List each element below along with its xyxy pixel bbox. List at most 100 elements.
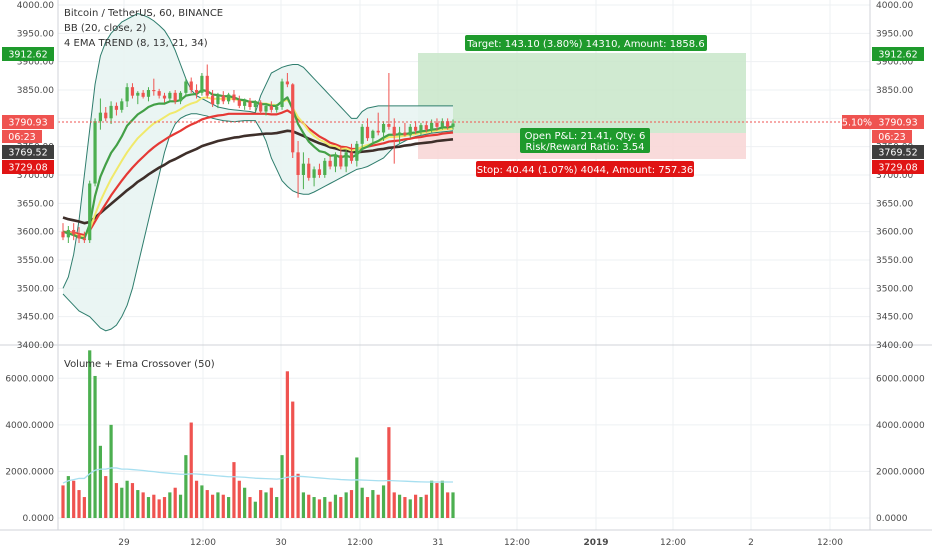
time-tick-label: 12:00	[660, 538, 686, 548]
volume-bar	[178, 494, 183, 518]
time-tick-label: 12:00	[817, 538, 843, 548]
volume-bar	[221, 494, 225, 518]
volume-bar	[275, 497, 279, 518]
candle-body	[296, 152, 300, 175]
last-price-tag-right	[872, 115, 924, 129]
last-price-right: 3790.93	[878, 118, 917, 129]
price-tick-label-left: 3400.00	[17, 341, 54, 351]
time-axis[interactable]: 29 12:00 30 12:00 31 12:00 2019 12:00 2 12:00	[118, 538, 843, 548]
candlesticks	[61, 64, 455, 243]
candle-body	[104, 112, 108, 119]
volume-bar	[210, 494, 215, 518]
candle-body	[173, 92, 177, 102]
price-tick-label-left: 3900.00	[17, 58, 54, 68]
symbol-legend[interactable]: Bitcoin / TetherUS, 60, BINANCE	[64, 8, 223, 19]
price-tick-label-left: 3650.00	[17, 199, 54, 209]
volume-bar	[205, 490, 209, 518]
stop-label-box[interactable]	[476, 161, 694, 177]
bb-legend[interactable]: BB (20, close, 2)	[64, 23, 146, 34]
volume-bar	[360, 487, 364, 518]
countdown-tag-left	[2, 130, 42, 143]
grid-lines	[58, 0, 870, 530]
ema-legend[interactable]: 4 EMA TREND (8, 13, 21, 34)	[64, 38, 208, 49]
volume-bar	[408, 499, 412, 518]
target-label-box[interactable]	[465, 35, 707, 51]
price-tick-label-left: 3600.00	[17, 228, 54, 238]
countdown-right: 06:23	[878, 132, 905, 143]
volume-bar	[291, 401, 295, 518]
candle-body	[162, 95, 167, 99]
candle-body	[243, 101, 247, 106]
candle-body	[414, 126, 418, 131]
volume-legend[interactable]: Volume + Ema Crossover (50)	[64, 359, 215, 370]
volume-bar	[120, 487, 124, 518]
price-tick-label-right: 3700.00	[876, 171, 913, 181]
last-price-left: 3790.93	[8, 118, 47, 129]
candle-body	[376, 130, 380, 133]
price-tick-label-left: 3850.00	[17, 86, 54, 96]
bb-lower-line	[62, 113, 454, 332]
time-tick-label: 12:00	[504, 538, 530, 548]
candle-body	[216, 95, 220, 105]
candle-body	[248, 101, 252, 107]
candle-body	[72, 229, 76, 235]
candle-body	[141, 92, 145, 97]
price-tick-label-right: 3650.00	[876, 199, 913, 209]
volume-bar	[194, 480, 199, 518]
pct-change: 5.10%	[842, 118, 872, 129]
volume-bar	[184, 455, 188, 518]
volume-bar	[152, 494, 156, 518]
volume-bar	[355, 457, 359, 518]
price-tick-label-left: 3550.00	[17, 256, 54, 266]
stop-price-left: 3729.08	[8, 163, 47, 174]
candle-body	[301, 163, 306, 175]
ema34-line	[62, 129, 454, 225]
last-price-tag-left	[2, 115, 54, 129]
candle-body	[130, 87, 135, 96]
volume-bar	[280, 455, 284, 518]
candle-body	[430, 122, 434, 130]
candle-body	[280, 81, 284, 107]
candle-body	[381, 124, 386, 133]
candle-body	[371, 130, 375, 139]
price-tick-label-right: 3400.00	[876, 341, 913, 351]
volume-axis-right: 6000.0000 4000.0000 2000.0000 0.0000	[876, 374, 925, 524]
volume-bar	[397, 494, 402, 518]
candle-body	[392, 126, 396, 136]
target-zone[interactable]	[418, 53, 746, 133]
ema21-line	[62, 109, 454, 237]
volume-bar	[227, 497, 231, 518]
pnl-label-box[interactable]	[520, 128, 650, 153]
candle-body	[408, 126, 412, 136]
volume-bar	[200, 485, 204, 518]
price-tick-label-right: 3950.00	[876, 29, 913, 39]
time-tick-label: 12:00	[190, 538, 216, 548]
volume-bar	[93, 375, 97, 518]
candle-body	[339, 155, 343, 167]
candle-body	[237, 100, 241, 106]
target-label: Target: 143.10 (3.80%) 14310, Amount: 18…	[466, 39, 704, 50]
volume-bar	[339, 497, 343, 518]
candle-body	[82, 238, 86, 241]
price-tick-label-right: 4000.00	[876, 1, 913, 11]
volume-bar	[387, 427, 391, 518]
ema-trend-lines	[62, 88, 454, 240]
candle-body	[333, 155, 338, 167]
volume-bar	[88, 350, 92, 518]
price-tick-label-right: 3450.00	[876, 313, 913, 323]
candle-body	[307, 163, 311, 178]
volume-bar	[419, 497, 423, 518]
entry-price-right: 3769.52	[878, 148, 917, 159]
candle-body	[146, 90, 151, 97]
candle-body	[344, 152, 348, 167]
candle-body	[227, 94, 231, 102]
volume-bar	[451, 492, 455, 518]
time-tick-label: 29	[118, 538, 130, 548]
candle-body	[291, 84, 295, 153]
entry-price-tag-left	[2, 145, 54, 159]
time-tick-label: 30	[275, 538, 287, 548]
volume-bar	[307, 494, 311, 518]
time-tick-label: 2	[748, 538, 754, 548]
candle-body	[328, 160, 332, 167]
